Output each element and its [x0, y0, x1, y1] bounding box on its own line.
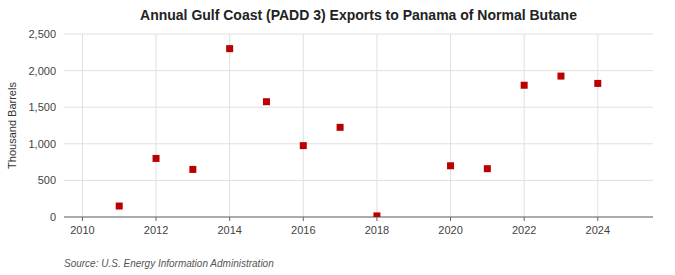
point [263, 98, 270, 105]
y-grid-line [64, 217, 653, 218]
x-axis-line [64, 217, 653, 218]
point [226, 45, 233, 52]
y-tick-label: 0 [50, 211, 56, 223]
x-grid-line [303, 34, 304, 217]
x-grid-line [376, 34, 377, 217]
point [300, 142, 307, 149]
x-tick [229, 217, 230, 221]
x-tick-label: 2024 [586, 224, 610, 236]
source-note: Source: U.S. Energy Information Administ… [64, 258, 274, 269]
point [484, 165, 491, 172]
grid [64, 34, 653, 217]
x-grid-line [524, 34, 525, 217]
x-tick-label: 2018 [365, 224, 389, 236]
title: Annual Gulf Coast (PADD 3) Exports to Pa… [140, 7, 577, 23]
y-grid-line [64, 34, 653, 35]
y-grid-line [64, 180, 653, 181]
point [116, 203, 123, 210]
x-tick [303, 217, 304, 221]
x-tick-label: 2010 [70, 224, 94, 236]
y-tick-label: 2,500 [28, 28, 56, 40]
chart: Annual Gulf Coast (PADD 3) Exports to Pa… [0, 0, 675, 275]
x-tick [597, 217, 598, 221]
point [557, 73, 564, 80]
point [521, 82, 528, 89]
x-tick-label: 2022 [512, 224, 536, 236]
y-tick-label: 1,500 [28, 101, 56, 113]
x-grid-line [597, 34, 598, 217]
points [116, 45, 602, 217]
y-grid-line [64, 143, 653, 144]
point [189, 166, 196, 173]
x-tick [82, 217, 83, 221]
x-tick-label: 2016 [291, 224, 315, 236]
point [594, 80, 601, 87]
x-tick [524, 217, 525, 221]
y-grid-line [64, 70, 653, 71]
x-tick [376, 217, 377, 221]
y-axis-label: Thousand Barrels [6, 82, 18, 169]
axes: 0 500 1,000 1,500 2,000 2,500 2010 2012 2014 2016… [28, 28, 653, 236]
x-tick [156, 217, 157, 221]
x-tick-label: 2012 [144, 224, 168, 236]
point [447, 162, 454, 169]
x-tick-label: 2014 [217, 224, 241, 236]
chart-container: Annual Gulf Coast (PADD 3) Exports to Pa… [0, 0, 675, 275]
point [373, 212, 380, 217]
point [337, 124, 344, 131]
y-tick-label: 2,000 [28, 65, 56, 77]
y-tick-label: 500 [38, 174, 56, 186]
x-grid-line [450, 34, 451, 217]
x-tick-label: 2020 [438, 224, 462, 236]
y-grid-line [64, 107, 653, 108]
x-tick [450, 217, 451, 221]
x-grid-line [229, 34, 230, 217]
y-tick-label: 1,000 [28, 138, 56, 150]
x-grid-line [82, 34, 83, 217]
x-grid-line [156, 34, 157, 217]
point [153, 155, 160, 162]
